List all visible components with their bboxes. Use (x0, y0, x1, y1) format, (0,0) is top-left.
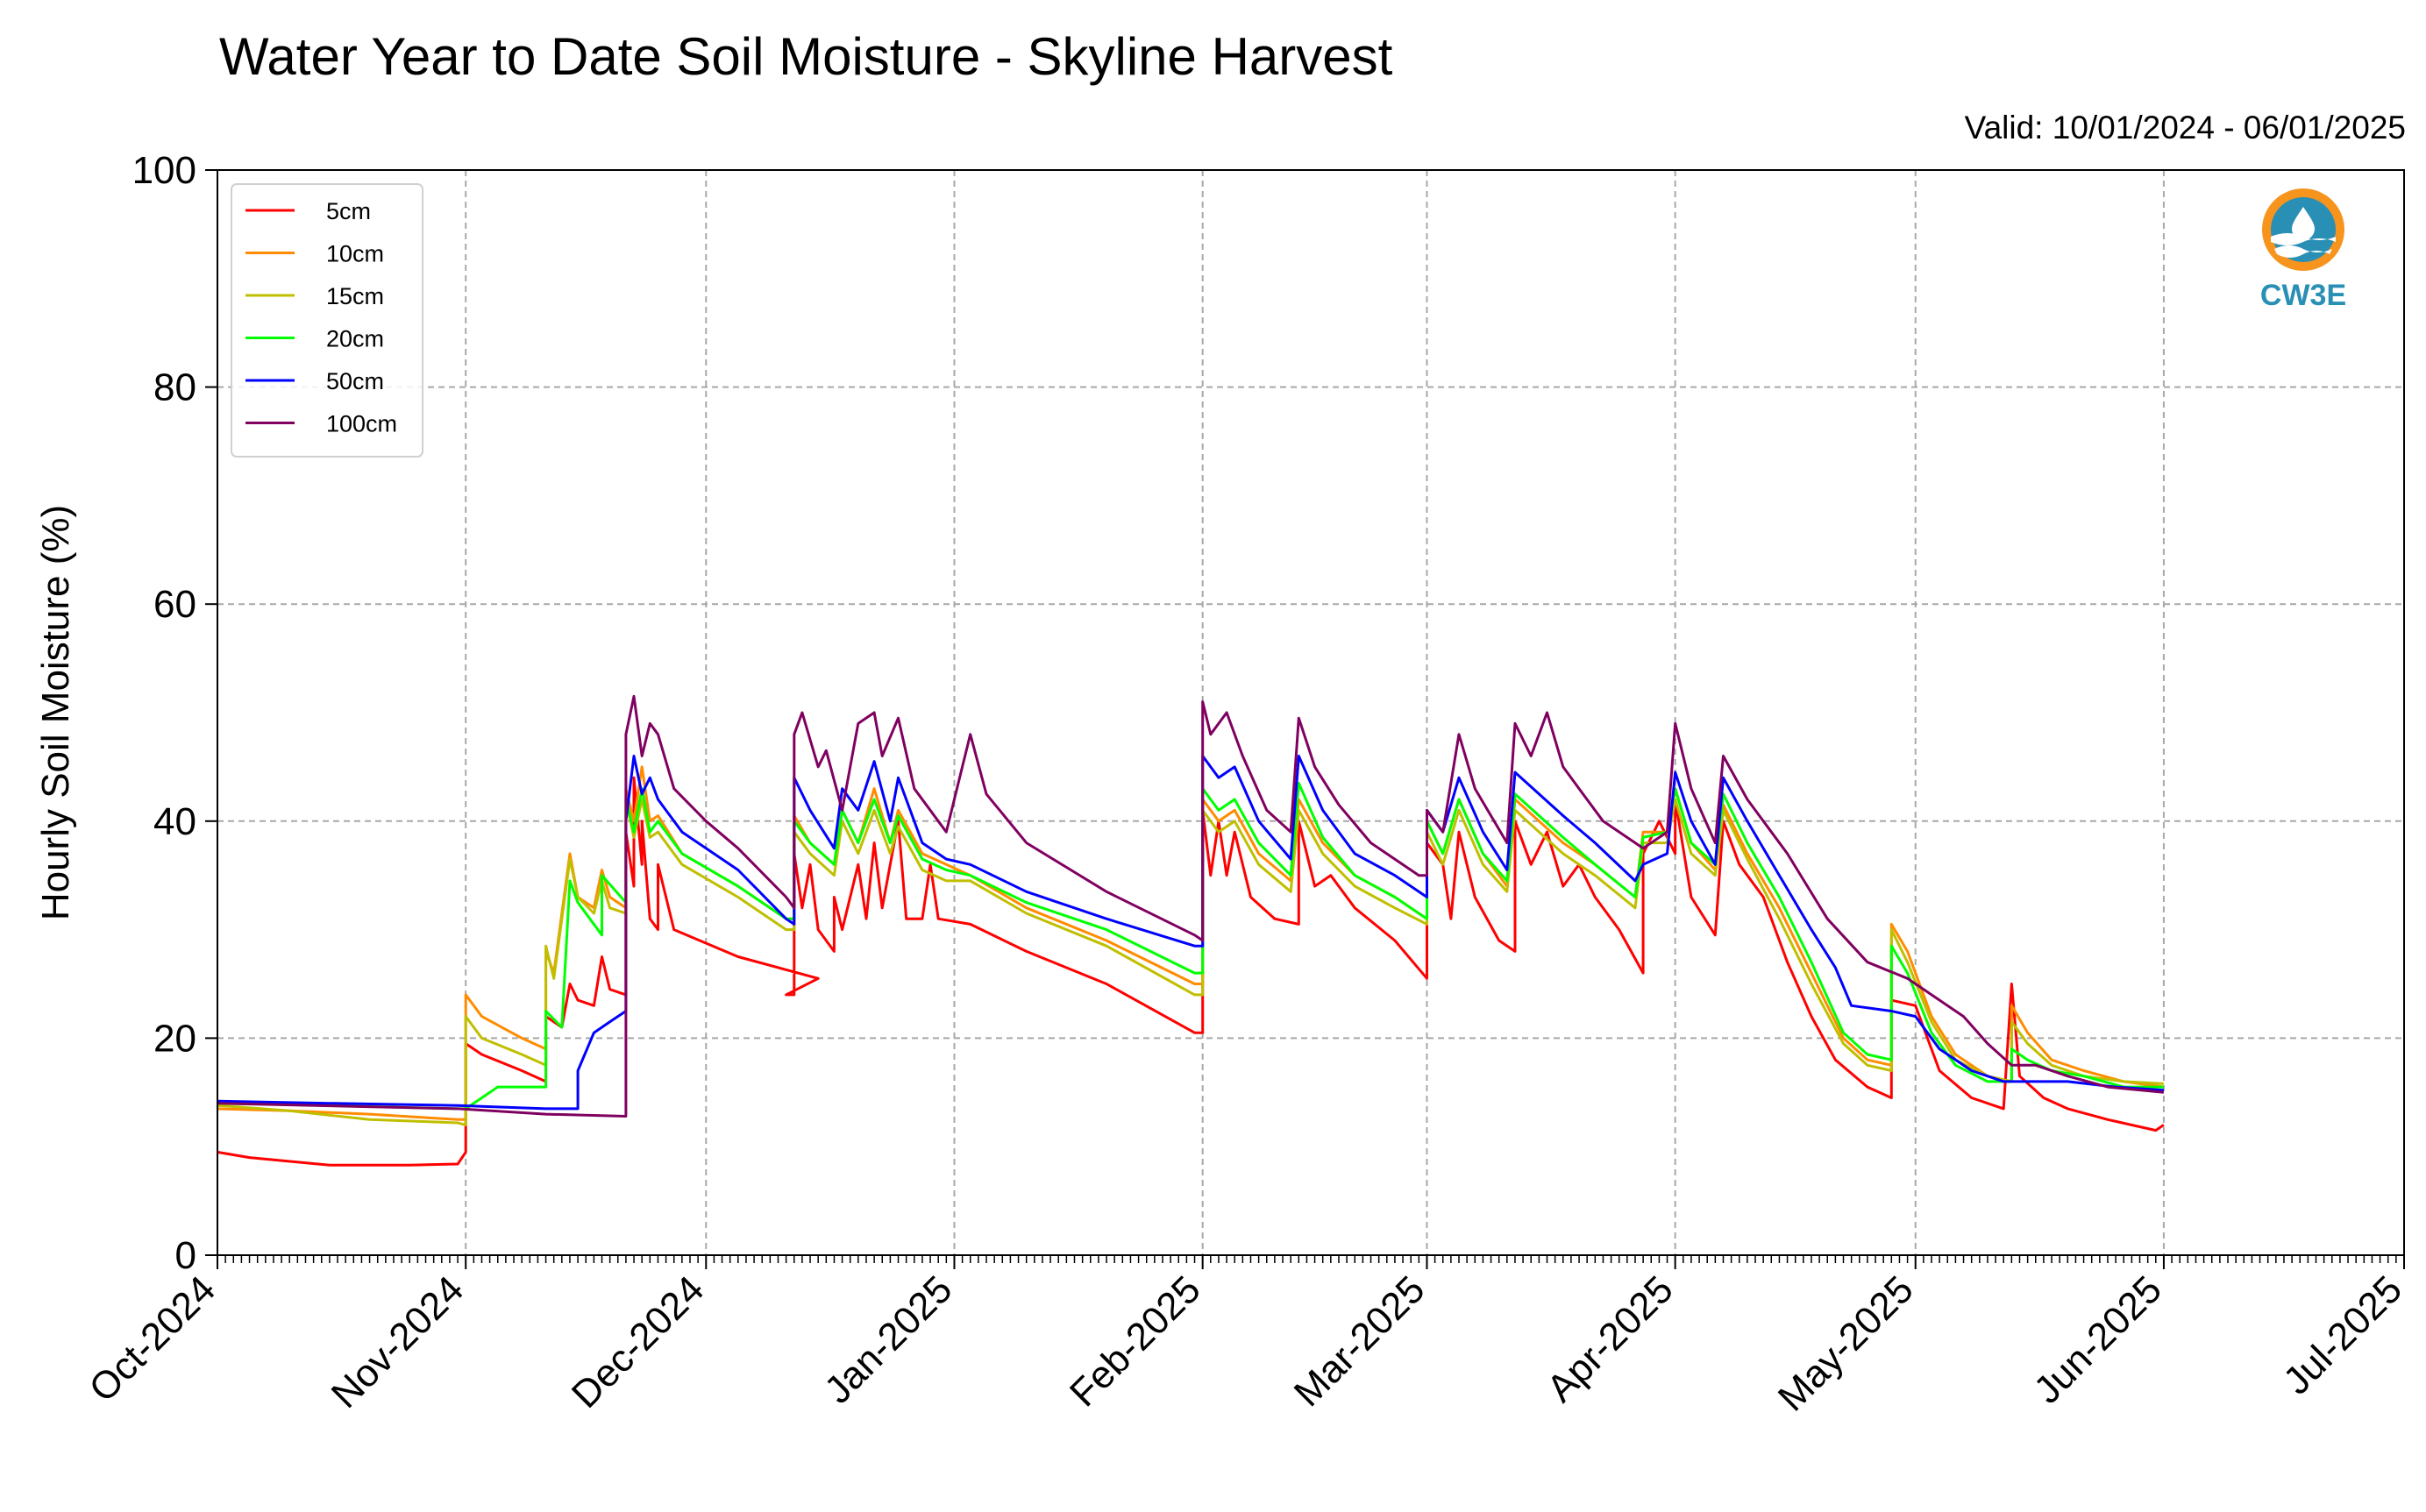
x-tick-label: Jun-2025 (2026, 1267, 2170, 1411)
series-line-10cm (217, 765, 2165, 1121)
x-tick-label: Jul-2025 (2275, 1267, 2410, 1402)
logo-wave-2 (2274, 245, 2332, 258)
series-line-100cm (217, 694, 2165, 1118)
y-tick-label: 80 (153, 366, 196, 409)
x-tick-label: Apr-2025 (1539, 1267, 1682, 1410)
legend-label: 100cm (326, 411, 397, 437)
y-tick-label: 40 (153, 800, 196, 843)
legend-label: 15cm (326, 283, 384, 309)
x-tick-label: Dec-2024 (564, 1267, 713, 1416)
y-axis-label: Hourly Soil Moisture (%) (34, 505, 77, 920)
x-tick-label: Mar-2025 (1286, 1267, 1434, 1415)
y-tick-label: 60 (153, 583, 196, 626)
logo-text: CW3E (2260, 279, 2346, 312)
axes: 0 20 40 60 80 100 Oct-2024 Nov-2024 Dec-2024 Jan-… (81, 149, 2410, 1419)
legend-label: 10cm (326, 241, 384, 267)
legend-label: 50cm (326, 368, 384, 394)
y-tick-label: 100 (132, 149, 196, 192)
grid-lines (217, 170, 2404, 1255)
valid-date-range: Valid: 10/01/2024 - 06/01/2025 (1964, 110, 2406, 146)
series-line-15cm (217, 798, 2164, 1126)
x-tick-label: Oct-2024 (81, 1267, 224, 1410)
legend: 5cm 10cm 15cm 20cm 50cm 100cm (231, 183, 423, 458)
cw3e-logo: CW3E (2260, 188, 2346, 312)
x-tick-label: Nov-2024 (324, 1267, 473, 1416)
x-tick-label: Jan-2025 (816, 1267, 960, 1411)
plot-frame (217, 169, 2405, 1256)
series-line-50cm (217, 755, 2165, 1111)
y-tick-label: 0 (175, 1234, 196, 1277)
water-drop-icon (2292, 207, 2315, 240)
chart-title: Water Year to Date Soil Moisture - Skyli… (219, 27, 1393, 86)
y-tick-label: 20 (153, 1017, 196, 1060)
x-tick-label: Feb-2025 (1062, 1267, 1209, 1415)
series-lines (217, 694, 2165, 1167)
x-tick-label: May-2025 (1770, 1267, 1922, 1419)
legend-label: 5cm (326, 198, 371, 224)
legend-label: 20cm (326, 326, 384, 352)
